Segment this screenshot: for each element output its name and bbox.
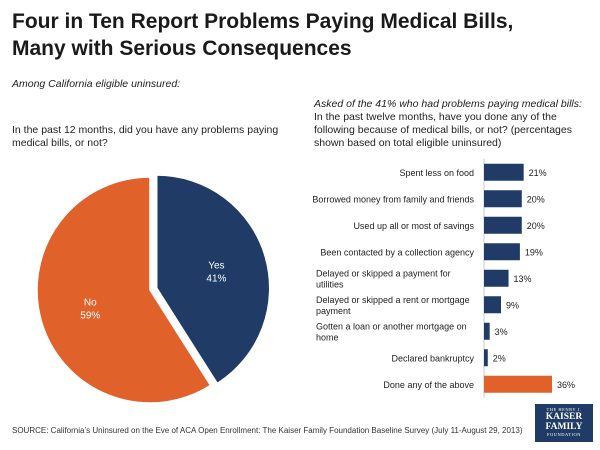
bar-8	[484, 375, 552, 393]
bar-category-label: Delayed or skipped a payment for utilitie…	[316, 268, 451, 289]
pie-value-yes: 41%	[206, 274, 226, 285]
bar-value-label: 9%	[506, 300, 519, 310]
bar-category-label: Delayed or skipped a rent or mortgage pay…	[316, 295, 470, 316]
bar-4	[484, 269, 509, 287]
chart-subtitle: Among California eligible uninsured:	[12, 78, 181, 90]
bar-0	[484, 163, 524, 181]
bar-question-lead: Asked of the 41% who had problems paying…	[314, 98, 582, 110]
pie-value-no: 59%	[80, 310, 100, 321]
bar-category-label: Declared bankruptcy	[391, 353, 474, 363]
bar-3	[484, 243, 520, 261]
bar-6	[484, 322, 490, 340]
bar-value-label: 19%	[525, 247, 543, 257]
bar-category-label: Gotten a loan or another mortgage on home	[316, 321, 467, 342]
bar-category-label: Used up all or most of savings	[353, 221, 474, 231]
kff-logo: THE HENRY J. KAISER FAMILY FOUNDATION	[535, 404, 593, 442]
bar-value-label: 21%	[529, 168, 547, 178]
logo-line-1: THE HENRY J.	[546, 407, 582, 412]
bar-value-label: 20%	[527, 221, 545, 231]
bar-category-label: Borrowed money from family and friends	[312, 194, 474, 204]
bar-question: Asked of the 41% who had problems paying…	[314, 98, 592, 150]
bar-7	[484, 349, 488, 367]
bar-1	[484, 190, 522, 208]
chart-title: Four in Ten Report Problems Paying Medic…	[12, 10, 514, 60]
pie-slice-no	[36, 176, 212, 404]
bar-2	[484, 216, 522, 234]
logo-line-3: FOUNDATION	[547, 432, 581, 437]
bar-5	[484, 296, 501, 314]
pie-chart: Yes 41% No 59%	[36, 174, 271, 404]
pie-label-no: No	[84, 297, 97, 308]
logo-line-2b: FAMILY	[545, 422, 583, 432]
bar-value-label: 13%	[514, 274, 532, 284]
bar-category-label: Done any of the above	[383, 380, 474, 390]
bar-value-label: 3%	[495, 327, 508, 337]
bar-category-label: Been contacted by a collection agency	[320, 247, 474, 257]
pie-label-yes: Yes	[208, 261, 224, 272]
bar-category-label: Spent less on food	[399, 168, 474, 178]
pie-question: In the past 12 months, did you have any …	[12, 124, 279, 149]
bar-question-text: In the past twelve months, have you done…	[314, 111, 572, 149]
pie-slice-yes	[155, 174, 271, 385]
bar-value-label: 20%	[527, 194, 545, 204]
bar-value-label: 36%	[557, 380, 575, 390]
bar-value-label: 2%	[493, 353, 506, 363]
source-note: SOURCE: California’s Uninsured on the Ev…	[12, 426, 523, 435]
logo-line-2a: KAISER	[545, 412, 583, 422]
